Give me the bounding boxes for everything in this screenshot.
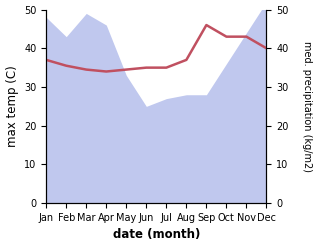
X-axis label: date (month): date (month)	[113, 228, 200, 242]
Y-axis label: med. precipitation (kg/m2): med. precipitation (kg/m2)	[302, 41, 313, 172]
Y-axis label: max temp (C): max temp (C)	[5, 65, 18, 147]
